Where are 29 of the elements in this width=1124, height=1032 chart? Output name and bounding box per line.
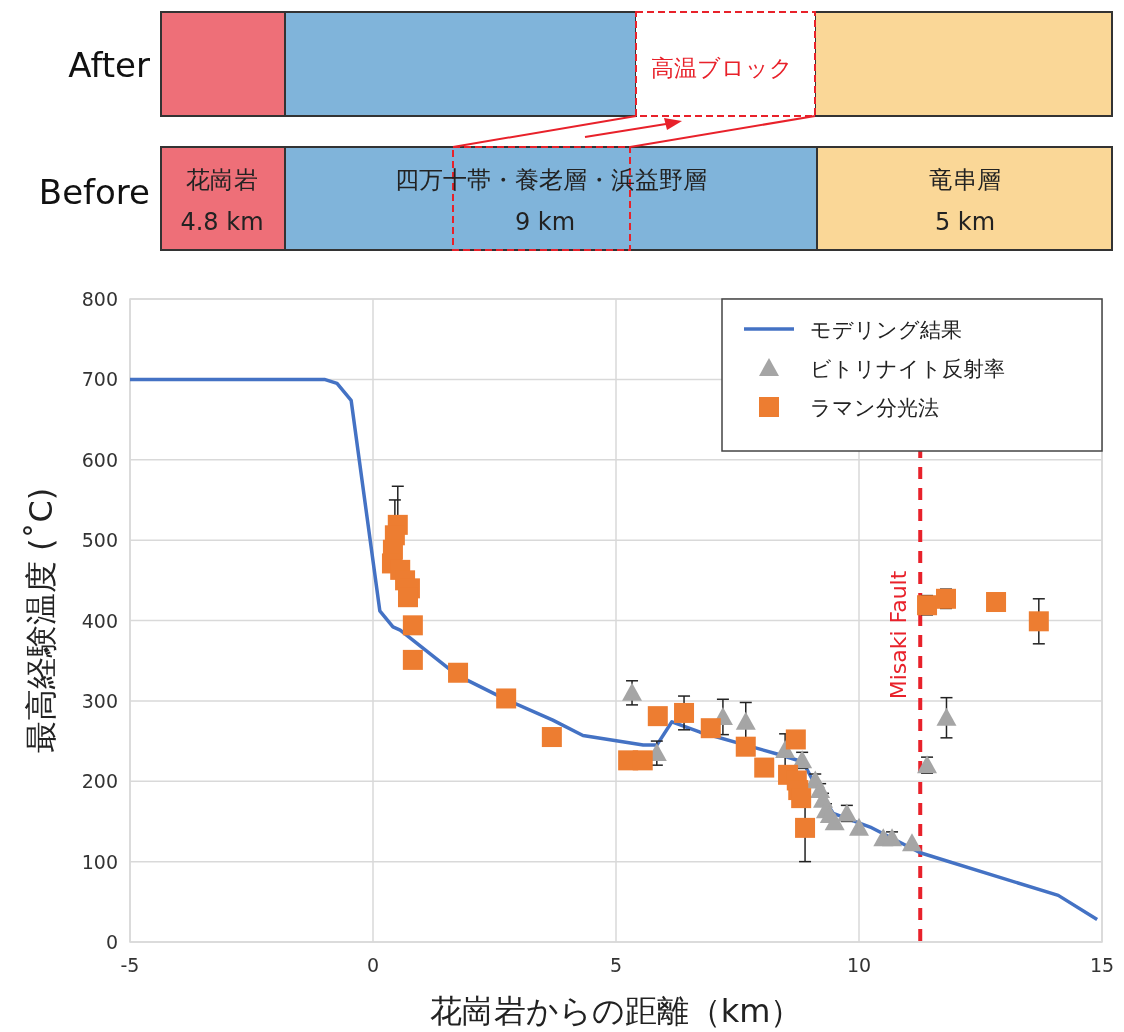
text: 花崗岩 <box>186 166 258 194</box>
ref-line-label: Misaki Fault <box>886 570 912 700</box>
y-tick-label: 700 <box>81 368 118 391</box>
y-tick-label: 300 <box>81 689 118 712</box>
text: 4.8 km <box>180 208 264 236</box>
x-tick-label: -5 <box>120 954 140 976</box>
x-tick-label: 15 <box>1089 954 1115 976</box>
text: 四万十帯・養老層・浜益野層 <box>395 166 707 194</box>
y-axis-title: 最高経験温度 (˚C) <box>22 487 60 754</box>
text: Before <box>38 172 150 212</box>
x-tick-label: 10 <box>846 954 872 976</box>
y-tick-label: 800 <box>81 288 118 310</box>
y-tick-label: 100 <box>81 850 118 873</box>
text: 高温ブロック <box>651 55 793 81</box>
legend-label: ラマン分光法 <box>810 396 939 420</box>
legend-label: ビトリナイト反射率 <box>810 357 1005 381</box>
y-tick-label: 500 <box>81 529 118 552</box>
text: 9 km <box>514 208 576 236</box>
x-tick-label: 5 <box>609 954 623 976</box>
text: 5 km <box>934 208 996 236</box>
legend-label: モデリング結果 <box>810 318 962 342</box>
x-tick-label: 0 <box>366 954 380 976</box>
y-tick-label: 200 <box>81 770 118 793</box>
x-axis-title: 花崗岩からの距離（km） <box>429 992 803 1030</box>
y-tick-label: 400 <box>81 609 118 632</box>
y-tick-label: 0 <box>105 931 118 953</box>
text: After <box>68 45 151 85</box>
text: 竜串層 <box>929 166 1001 194</box>
y-tick-label: 600 <box>81 448 118 471</box>
